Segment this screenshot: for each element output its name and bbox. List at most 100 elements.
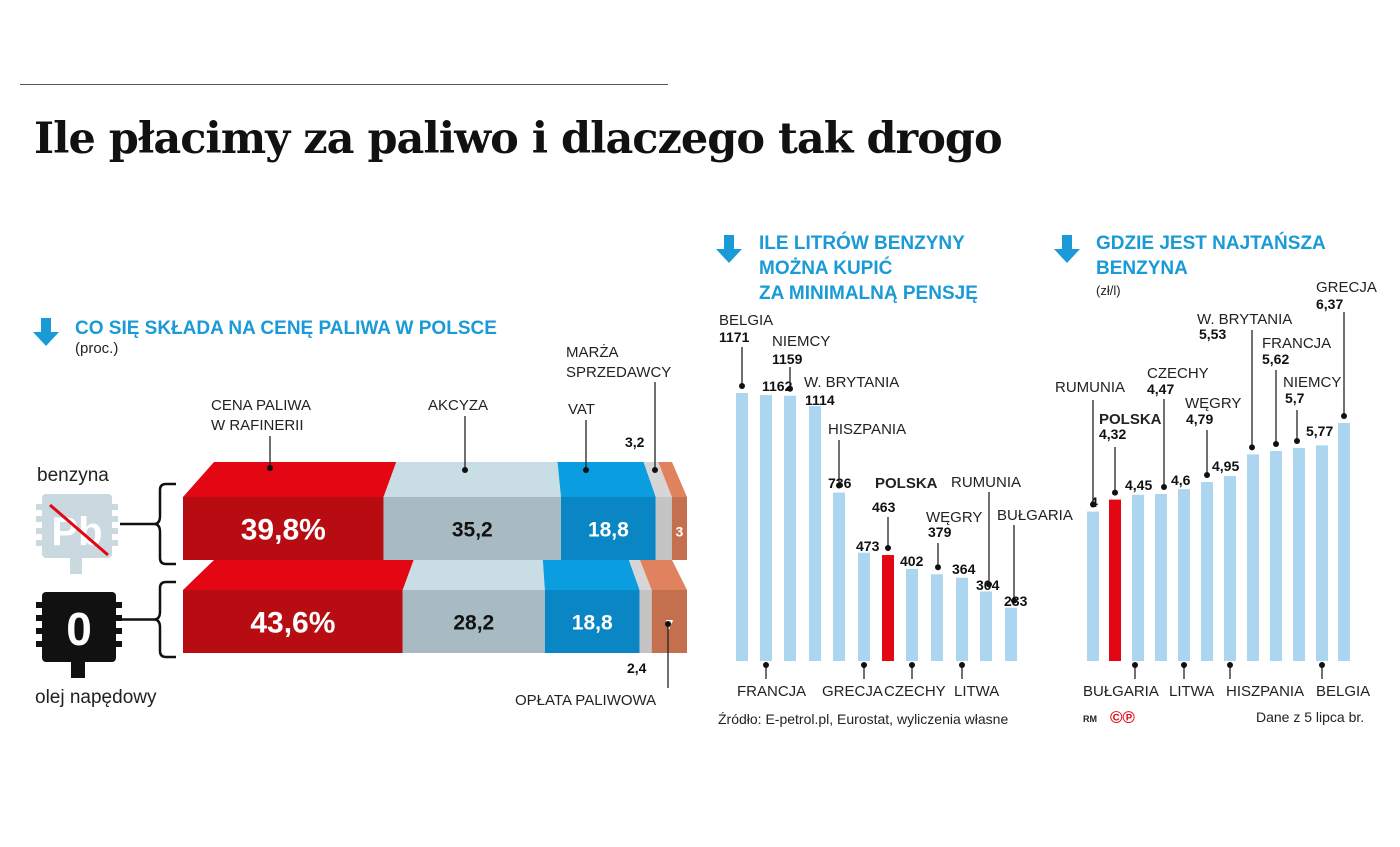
value-label: 5,53 <box>1199 326 1226 342</box>
value-label: 6,37 <box>1316 296 1343 312</box>
bar-segment <box>383 497 561 560</box>
leader-line-dot <box>959 662 965 668</box>
leader-line-dot <box>1011 597 1017 604</box>
leader-line-dot <box>1341 413 1347 419</box>
segment-value-label: 28,2 <box>453 612 494 635</box>
pb-icon-rib <box>112 504 118 510</box>
category-label: W. BRYTANIA <box>804 374 899 391</box>
chart1-subtitle: (proc.) <box>75 340 118 357</box>
bar-belgia <box>736 393 748 661</box>
pb-icon-rib <box>112 540 118 546</box>
bar-top-0-1 <box>383 462 561 497</box>
leader-line-dot <box>1249 444 1255 451</box>
category-label: POLSKA <box>875 475 938 492</box>
bar-wbrytania <box>809 406 821 661</box>
leader-vat-dot <box>583 467 589 473</box>
bar-top-1-4 <box>639 560 687 590</box>
bar-niemcy <box>1293 448 1305 661</box>
leader-line-dot <box>1273 441 1279 448</box>
bar-top-0-4 <box>658 462 687 497</box>
segment-value-label: 18,8 <box>588 519 629 542</box>
bar-top-1-3 <box>628 560 652 590</box>
diesel-icon-rib <box>36 615 42 621</box>
leader-line-dot <box>1132 662 1138 668</box>
value-label: 1159 <box>772 351 803 367</box>
leader-line-dot <box>909 662 915 668</box>
fuel-label-diesel: olej napędowy <box>35 687 157 708</box>
bar-segment <box>183 590 403 653</box>
diesel-icon-rib <box>36 602 42 608</box>
leader-line-dot <box>1204 472 1210 479</box>
diesel-icon-rib <box>36 628 42 634</box>
category-label: BUŁGARIA <box>997 507 1073 524</box>
value-label: 4,79 <box>1186 411 1213 427</box>
label-fuel-fee: OPŁATA PALIWOWA <box>515 692 656 709</box>
category-label: BUŁGARIA <box>1083 683 1159 700</box>
bar-polska <box>1109 499 1121 661</box>
arrow-down-icon <box>716 235 742 263</box>
segment-value-label: 3 <box>676 524 684 540</box>
bar-czechy <box>1155 493 1167 661</box>
value-label: 379 <box>928 524 952 540</box>
bar-top-1-1 <box>402 560 545 590</box>
value-label: 5,7 <box>1285 390 1305 406</box>
label-margin: MARŻA <box>566 343 619 361</box>
value-label: 5,77 <box>1306 423 1333 439</box>
category-label: BELGIA <box>1316 683 1370 700</box>
bar-francja <box>760 395 772 661</box>
value-label: 463 <box>872 499 896 515</box>
label-vat: VAT <box>568 401 595 418</box>
category-label: LITWA <box>1169 683 1214 700</box>
bar-rumunia <box>1087 511 1099 661</box>
leader-line-dot <box>1227 662 1233 668</box>
category-label: WĘGRY <box>926 509 982 526</box>
leader-line-dot <box>1090 501 1096 508</box>
arrow-down-icon <box>1054 235 1080 263</box>
unleaded-pb-icon: Pb <box>36 494 118 574</box>
leader-line-dot <box>986 581 992 588</box>
bar-top-1-0 <box>183 560 414 590</box>
diesel-icon-rib <box>116 602 122 608</box>
bar-segment <box>655 497 672 560</box>
value-label: 4,95 <box>1212 458 1239 474</box>
chart3-subtitle: (zł/l) <box>1096 283 1121 298</box>
bar-top-0-0 <box>183 462 397 497</box>
value-label: 1114 <box>805 392 835 408</box>
bar-belgia <box>1316 445 1328 661</box>
diesel-icon-body <box>42 592 116 662</box>
category-label: CZECHY <box>884 683 946 700</box>
value-label: 4,6 <box>1171 472 1191 488</box>
bar-francja <box>1270 451 1282 661</box>
bar-litwa <box>956 577 968 661</box>
label-margin-2: SPRZEDAWCY <box>566 364 671 381</box>
chart2-title-line: ZA MINIMALNĄ PENSJĘ <box>759 283 978 304</box>
bar-segment <box>561 497 656 560</box>
pb-icon-rib <box>112 528 118 534</box>
category-label: CZECHY <box>1147 365 1209 382</box>
chart3-title-line: GDZIE JEST NAJTAŃSZA <box>1096 232 1326 254</box>
chart1-title: CO SIĘ SKŁADA NA CENĘ PALIWA W POLSCE <box>75 318 497 339</box>
leader-line-dot <box>1319 662 1325 668</box>
leader-line-dot <box>763 662 769 668</box>
category-label: GRECJA <box>1316 279 1377 296</box>
bar-segment <box>544 590 640 653</box>
margin-value-diesel: 2,4 <box>627 660 647 676</box>
value-label: 4,32 <box>1099 426 1126 442</box>
category-label: FRANCJA <box>737 683 806 700</box>
value-label: 4,45 <box>1125 477 1152 493</box>
pb-icon-rib <box>112 516 118 522</box>
pb-icon-rib <box>36 540 42 546</box>
leader-line-dot <box>739 383 745 389</box>
category-label: W. BRYTANIA <box>1197 311 1292 328</box>
value-label: 473 <box>856 538 880 554</box>
bar-grecja <box>1338 423 1350 661</box>
label-refinery: CENA PALIWA <box>211 397 311 414</box>
category-label: NIEMCY <box>772 333 830 350</box>
category-label: FRANCJA <box>1262 335 1331 352</box>
diesel-icon-rib <box>116 628 122 634</box>
leader-line-dot <box>861 662 867 668</box>
diesel-0-icon: 0 <box>36 592 122 678</box>
bar-wgry <box>931 574 943 661</box>
pb-icon-rib <box>36 516 42 522</box>
leader-line-dot <box>1161 483 1167 490</box>
